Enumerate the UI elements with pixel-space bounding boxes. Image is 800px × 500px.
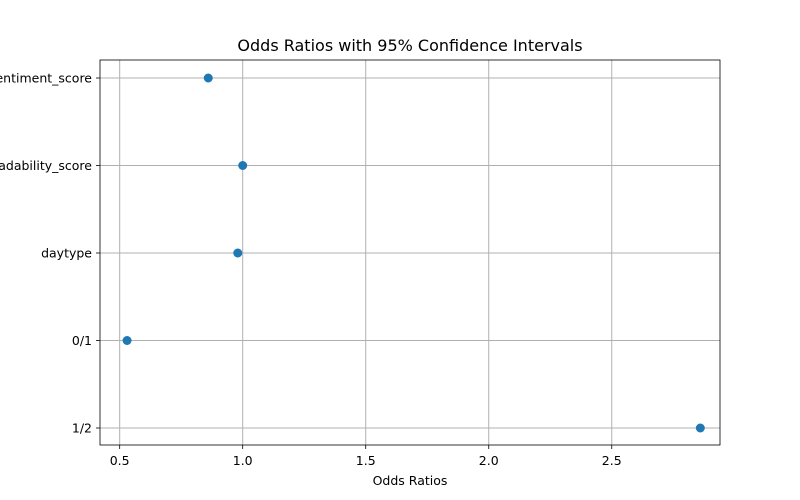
data-point [203,73,213,83]
y-tick-label: 1/2 [72,421,92,436]
chart-title: Odds Ratios with 95% Confidence Interval… [237,36,582,55]
data-point [238,161,248,170]
data-point [122,336,132,345]
data-point [695,423,705,433]
y-tick-label: readability_score [0,158,92,173]
x-tick-label: 0.5 [110,453,130,468]
plot-area-frame [99,59,721,446]
y-tick-label: daytype [41,246,92,261]
axis-ticks: 0.5 1.0 1.5 2.0 2.5 1/2 0/1 daytype readability_… [0,71,622,469]
x-axis-label: Odds Ratios [373,473,448,488]
grid-lines [100,60,720,445]
data-point [233,248,243,258]
y-tick-label: sentiment_score [0,71,92,86]
x-tick-label: 1.0 [233,453,253,468]
x-tick-label: 2.5 [602,453,622,468]
x-tick-label: 2.0 [479,453,499,468]
y-tick-label: 0/1 [72,333,92,348]
x-tick-label: 1.5 [356,453,376,468]
data-points [122,73,705,433]
